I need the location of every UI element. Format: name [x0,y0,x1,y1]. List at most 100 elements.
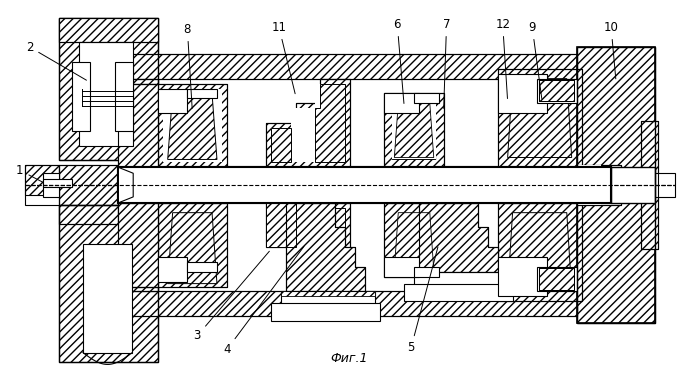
Bar [641,121,658,249]
Bar [119,291,577,316]
Polygon shape [577,47,655,167]
Polygon shape [266,203,296,247]
Polygon shape [59,165,119,205]
Bar [392,100,436,160]
Polygon shape [271,128,291,162]
Bar [577,47,655,323]
Bar [577,47,655,323]
Bar [187,262,217,272]
Polygon shape [271,208,291,242]
Bar [414,272,507,287]
Polygon shape [266,203,350,291]
Polygon shape [119,84,158,167]
Polygon shape [577,47,655,323]
Polygon shape [315,208,345,287]
Bar [611,173,675,197]
Bar [119,54,577,79]
Bar [158,203,227,287]
Polygon shape [119,287,158,291]
Polygon shape [168,213,217,283]
Bar [83,244,132,353]
Bar [119,287,158,291]
Bar [158,89,187,113]
Text: 9: 9 [528,21,542,98]
Bar [539,268,574,290]
Polygon shape [315,84,345,162]
Polygon shape [59,17,158,160]
Bar [537,267,577,291]
Text: 6: 6 [394,18,404,103]
Bar [611,167,655,203]
Bar [271,303,380,321]
Bar [119,291,577,316]
Bar [577,165,621,205]
Bar [385,93,444,167]
Bar [43,179,72,187]
Bar [414,267,438,277]
Polygon shape [271,84,345,162]
Polygon shape [394,103,433,157]
Polygon shape [281,291,375,296]
Bar [43,173,59,197]
Text: 4: 4 [223,246,304,356]
Polygon shape [119,203,158,287]
Polygon shape [119,79,158,84]
Bar [539,80,574,101]
Bar [79,42,133,146]
Bar [158,203,227,287]
Bar [537,79,577,103]
Polygon shape [163,89,222,162]
Bar [385,93,419,113]
Bar [577,165,601,205]
Bar [187,89,217,98]
Bar [577,165,621,205]
Bar [385,203,444,277]
Text: 8: 8 [184,23,192,108]
Bar [498,257,547,296]
Bar [59,17,158,42]
Bar [59,165,119,205]
Polygon shape [266,79,350,167]
Bar [498,69,581,167]
Polygon shape [168,93,217,160]
Bar [404,283,512,301]
Bar [539,80,574,101]
Bar [498,69,581,167]
Bar [281,291,375,306]
Text: 11: 11 [272,21,295,94]
Bar [59,205,119,225]
Bar [119,84,158,167]
Bar [498,203,581,301]
Bar [158,84,227,167]
Text: 7: 7 [443,18,450,108]
Polygon shape [392,100,436,160]
Bar [158,84,227,167]
Bar [385,257,419,277]
Bar [119,167,611,203]
Bar [59,205,158,363]
Bar [115,62,133,131]
Polygon shape [577,54,655,79]
Bar [119,79,158,84]
Polygon shape [119,167,133,203]
Bar [414,93,438,103]
Bar [498,203,581,301]
Polygon shape [59,205,158,363]
Text: 2: 2 [26,41,87,80]
Text: 12: 12 [495,18,510,98]
Polygon shape [59,205,119,225]
Polygon shape [419,203,498,272]
Bar [539,268,574,290]
Bar [641,121,658,249]
Bar [498,74,547,113]
Text: 1: 1 [16,164,42,182]
Bar [59,17,158,160]
Polygon shape [507,79,572,157]
Bar [119,54,577,79]
Bar [119,167,611,203]
Bar [385,93,444,167]
Bar [119,167,611,203]
Bar [119,203,158,287]
Bar [59,17,158,42]
Bar [25,165,59,205]
